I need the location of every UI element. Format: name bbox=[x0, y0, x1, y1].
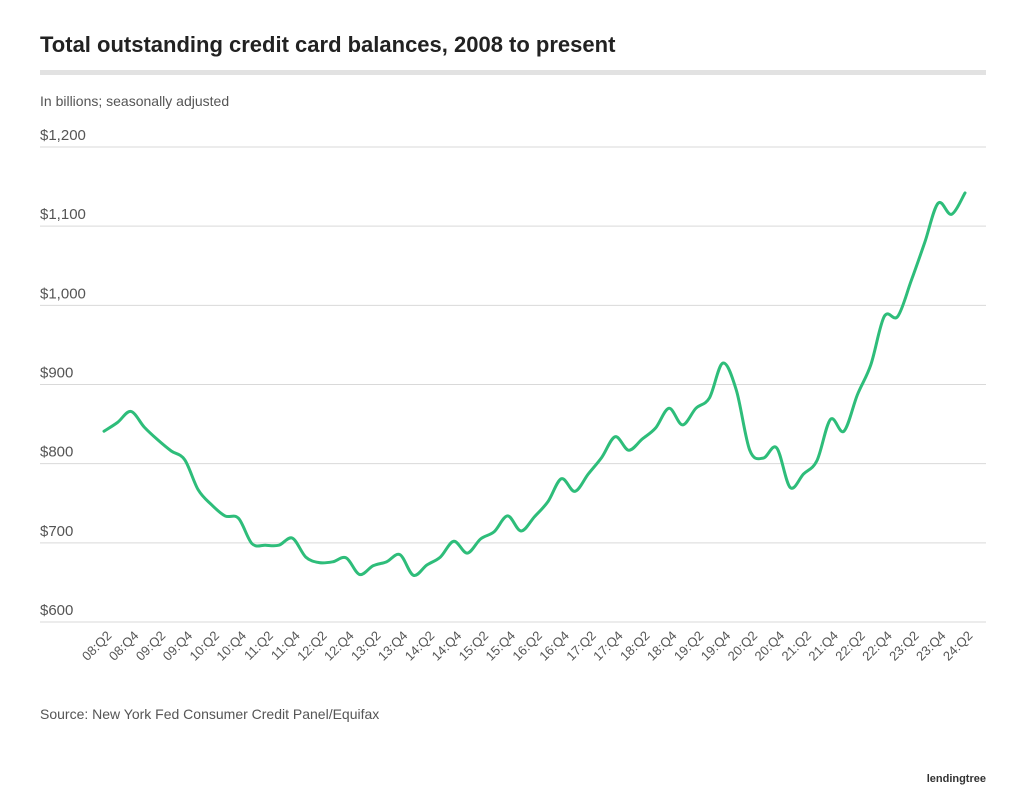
x-tick-label: 13:Q4 bbox=[375, 628, 411, 664]
x-tick-label: 20:Q4 bbox=[752, 628, 788, 664]
x-tick-label: 09:Q2 bbox=[133, 628, 169, 664]
x-tick-label: 23:Q2 bbox=[886, 628, 922, 664]
x-tick-label: 09:Q4 bbox=[160, 628, 196, 664]
x-tick-label: 14:Q4 bbox=[429, 628, 465, 664]
subtitle: In billions; seasonally adjusted bbox=[40, 93, 229, 109]
x-tick-label: 19:Q2 bbox=[671, 628, 707, 664]
x-tick-label: 18:Q2 bbox=[617, 628, 653, 664]
x-tick-label: 12:Q2 bbox=[294, 628, 330, 664]
x-tick-label: 18:Q4 bbox=[644, 628, 680, 664]
x-tick-label: 21:Q2 bbox=[778, 628, 814, 664]
y-tick-label: $700 bbox=[40, 523, 73, 540]
y-tick-label: $1,100 bbox=[40, 206, 86, 223]
x-tick-label: 08:Q2 bbox=[79, 628, 115, 664]
source: Source: New York Fed Consumer Credit Pan… bbox=[40, 706, 379, 722]
x-tick-label: 11:Q2 bbox=[241, 628, 276, 663]
y-tick-label: $600 bbox=[40, 602, 73, 619]
title-rule bbox=[40, 70, 986, 75]
x-tick-label: 17:Q4 bbox=[590, 628, 626, 664]
x-tick-label: 15:Q2 bbox=[456, 628, 492, 664]
y-tick-label: $1,000 bbox=[40, 285, 86, 302]
x-tick-label: 21:Q4 bbox=[805, 628, 841, 664]
y-tick-label: $900 bbox=[40, 365, 73, 382]
x-tick-label: 17:Q2 bbox=[563, 628, 599, 664]
data-line bbox=[102, 191, 967, 577]
chart-title: Total outstanding credit card balances, … bbox=[40, 32, 616, 57]
x-tick-label: 19:Q4 bbox=[698, 628, 734, 664]
x-tick-label: 22:Q4 bbox=[859, 628, 895, 664]
x-tick-label: 08:Q4 bbox=[106, 628, 142, 664]
x-tick-label: 12:Q4 bbox=[321, 628, 357, 664]
x-tick-label: 14:Q2 bbox=[402, 628, 438, 664]
x-tick-label: 10:Q2 bbox=[187, 628, 223, 664]
x-tick-label: 23:Q4 bbox=[913, 628, 949, 664]
brand-logo: lendingtree bbox=[927, 773, 986, 785]
y-tick-label: $1,200 bbox=[40, 127, 86, 144]
x-tick-label: 16:Q2 bbox=[509, 628, 545, 664]
x-tick-label: 15:Q4 bbox=[482, 628, 518, 664]
x-tick-label: 22:Q2 bbox=[832, 628, 868, 664]
x-tick-label: 24:Q2 bbox=[940, 628, 976, 664]
x-tick-label: 20:Q2 bbox=[725, 628, 761, 664]
x-tick-label: 13:Q2 bbox=[348, 628, 384, 664]
x-tick-label: 16:Q4 bbox=[536, 628, 572, 664]
y-tick-label: $800 bbox=[40, 444, 73, 461]
x-tick-label: 10:Q4 bbox=[213, 628, 249, 664]
